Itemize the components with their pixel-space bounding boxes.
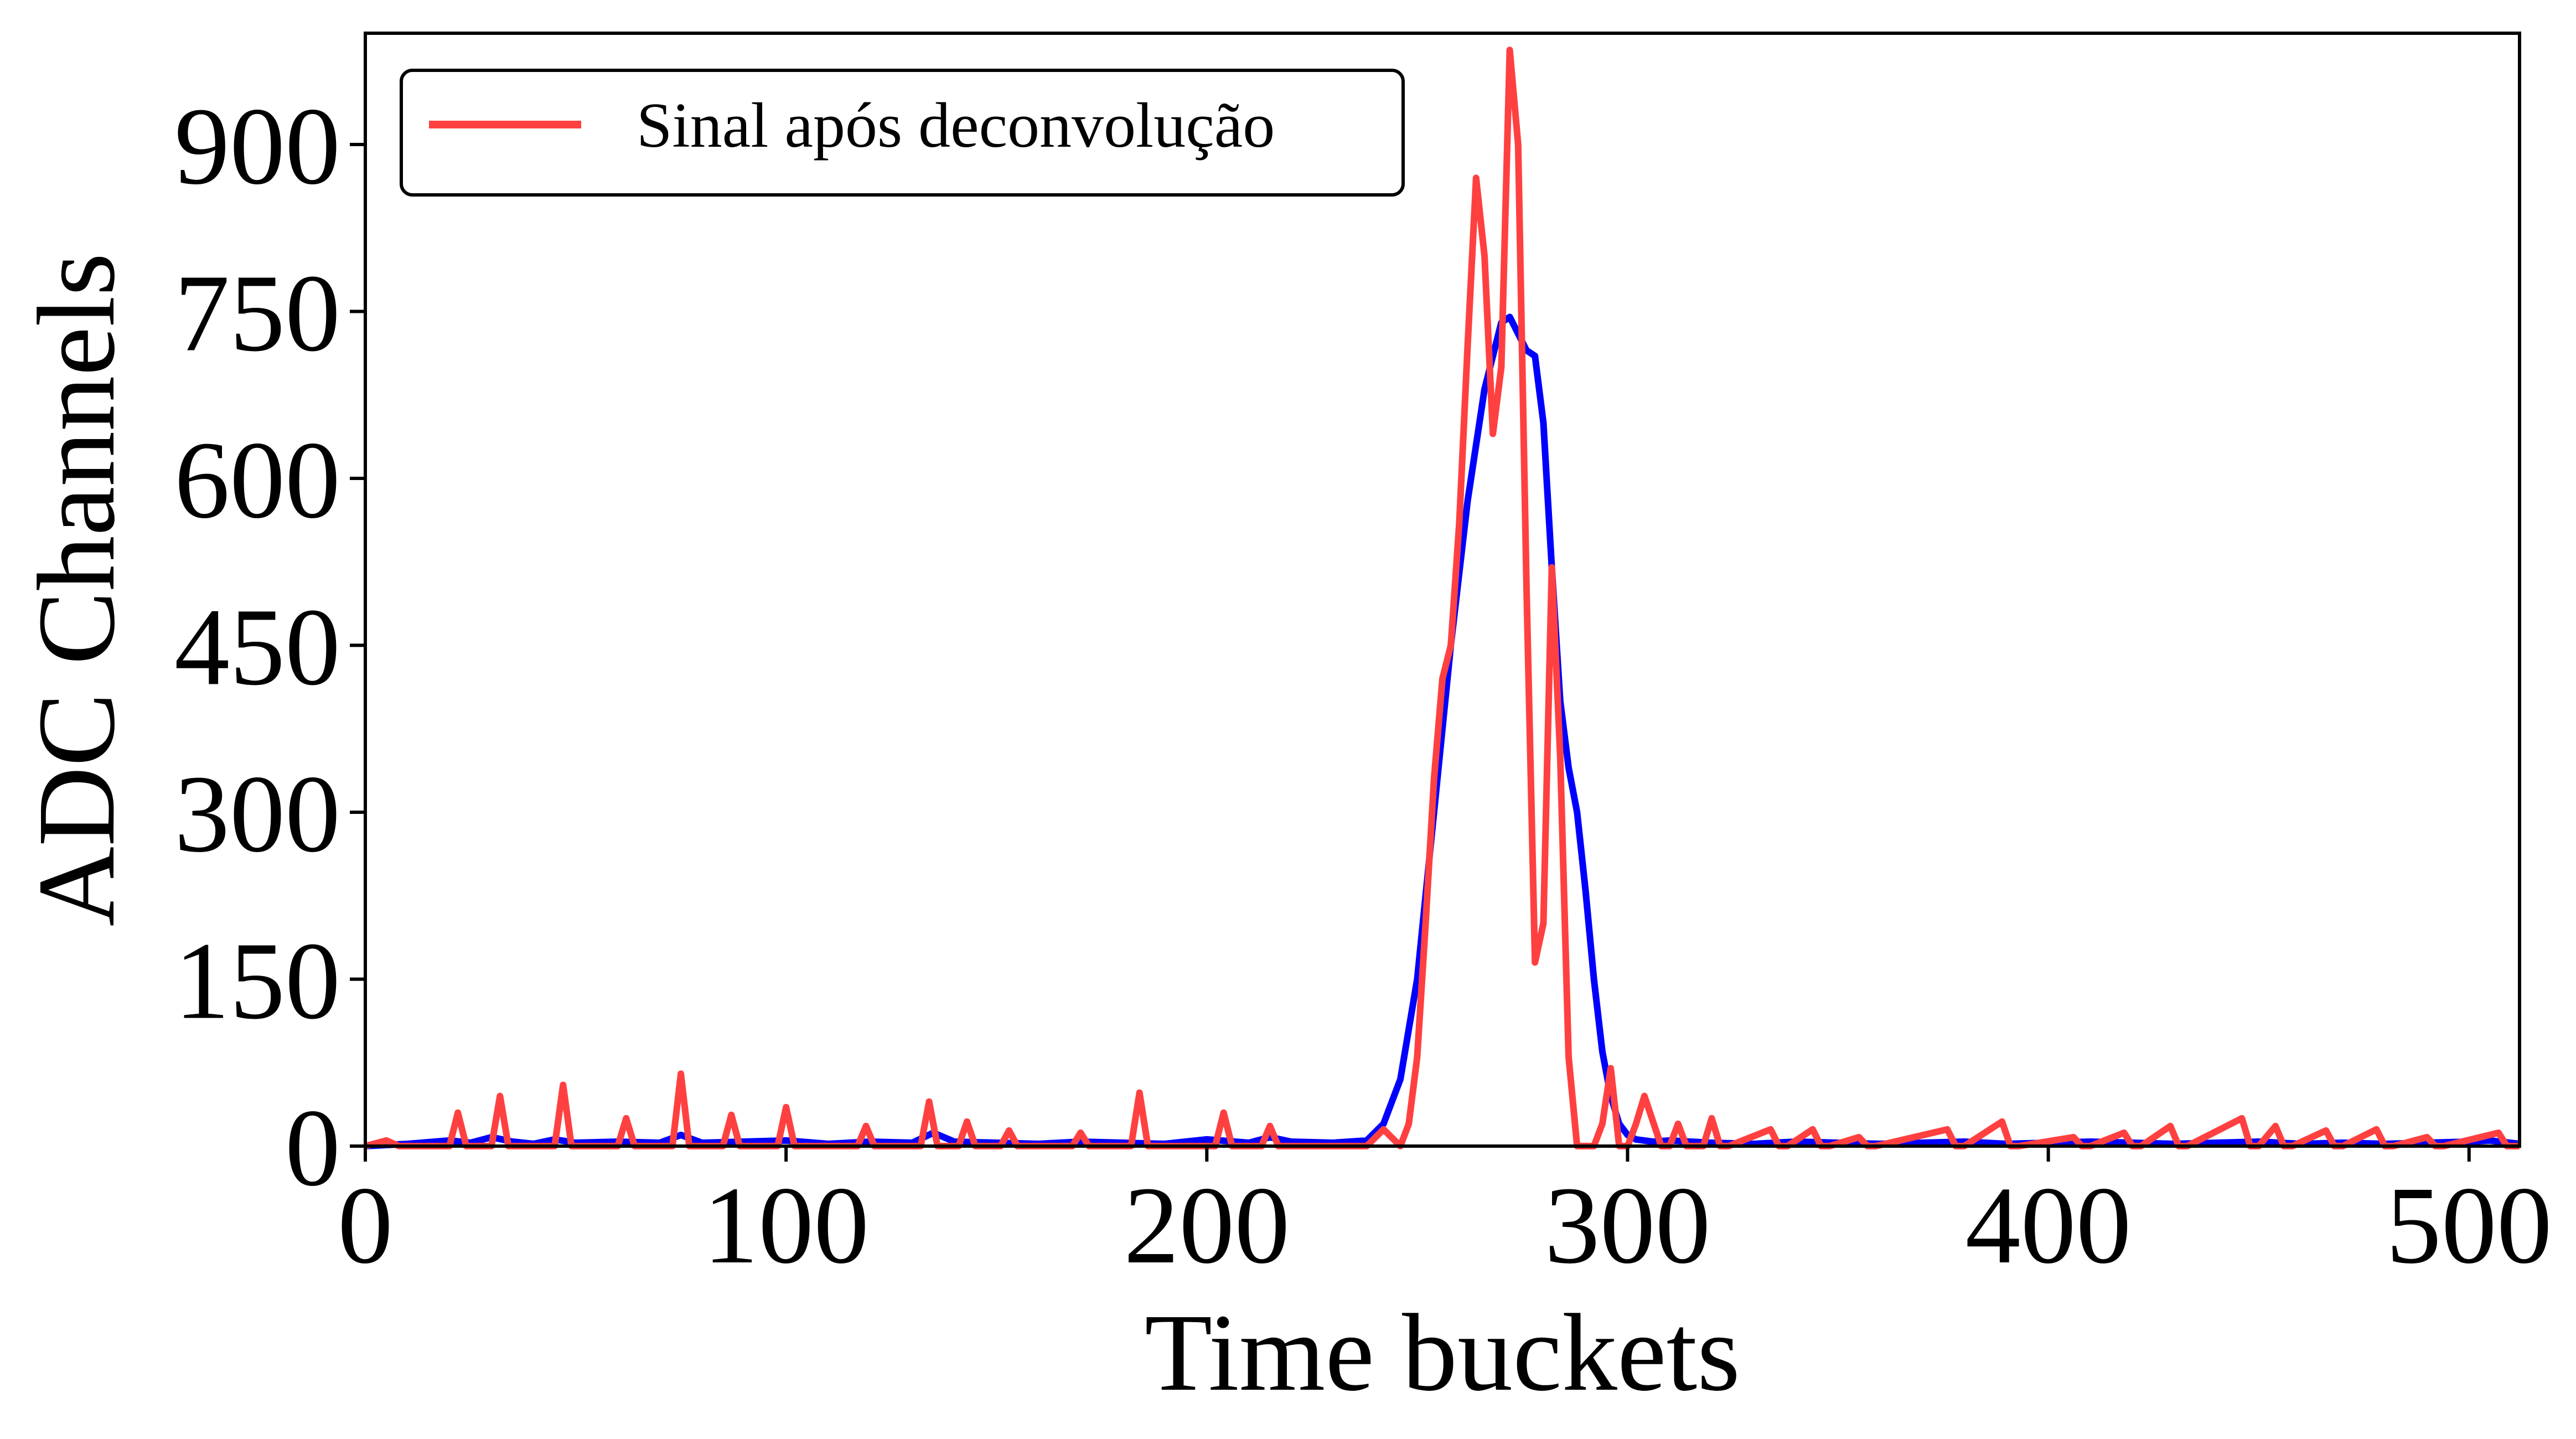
x-tick-label: 0 [338, 1164, 393, 1287]
x-axis: 0 100 200 300 400 500 [338, 1146, 2552, 1287]
x-axis-label: Time buckets [1145, 1292, 1740, 1414]
x-tick-label: 200 [1124, 1164, 1290, 1287]
y-axis: 0 150 300 450 600 750 900 [174, 85, 365, 1209]
y-tick-label: 600 [174, 419, 340, 541]
x-tick-label: 300 [1544, 1164, 1710, 1287]
y-tick-label: 900 [174, 85, 340, 208]
y-tick-label: 150 [174, 920, 340, 1043]
y-axis-label: ADC Channels [15, 253, 138, 927]
y-tick-label: 750 [174, 252, 340, 375]
x-tick-label: 500 [2386, 1164, 2552, 1287]
x-tick-label: 100 [703, 1164, 869, 1287]
x-tick-label: 400 [1965, 1164, 2132, 1287]
y-tick-label: 300 [174, 753, 340, 875]
series-line-1 [365, 313, 2520, 1149]
y-tick-label: 0 [285, 1087, 340, 1209]
legend: Sinal após deconvolução [400, 69, 1405, 197]
plot-frame [364, 32, 2521, 1148]
series-layer [364, 47, 2520, 1149]
legend-box [400, 69, 1405, 197]
series-line-0 [364, 47, 2520, 1149]
legend-label: Sinal após deconvolução [637, 90, 1275, 161]
y-tick-label: 450 [174, 586, 340, 709]
